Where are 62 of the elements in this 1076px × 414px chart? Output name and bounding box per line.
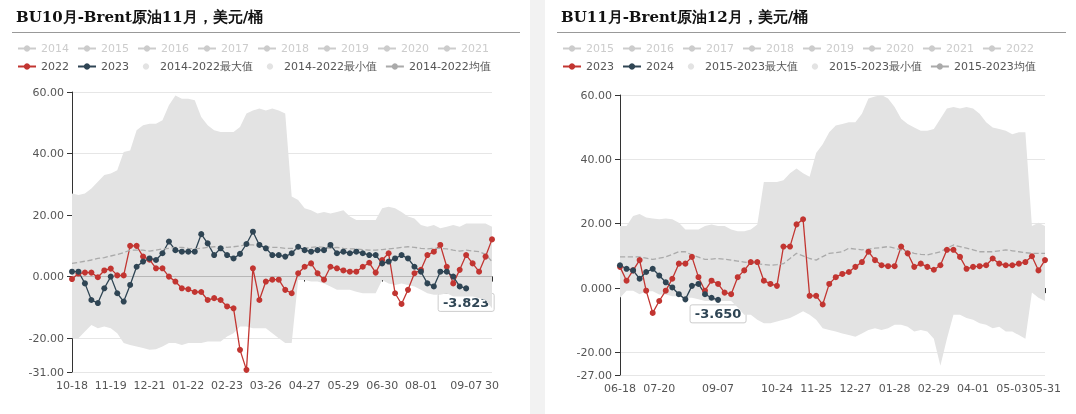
x-tick-label: 08-01 — [404, 379, 437, 392]
y-tick-label: 40.00 — [580, 152, 612, 166]
x-tick-label: 04-01 — [957, 382, 990, 395]
legend-label: 2015-2023最小值 — [828, 60, 922, 73]
x-tick-label: 05-29 — [327, 379, 360, 392]
legend-label: 2014-2022最小值 — [283, 60, 377, 73]
x-tick-label: 12-27 — [839, 382, 872, 395]
x-tick-label: 12-21 — [133, 379, 166, 392]
legend-label: 2023 — [100, 60, 129, 73]
y-tick-label: -27.00 — [576, 368, 612, 382]
y-tick-label: 40.00 — [32, 147, 64, 161]
x-tick-label: 10-24 — [760, 382, 793, 395]
point — [636, 275, 643, 282]
point — [682, 296, 689, 303]
point — [643, 269, 650, 276]
x-tick-label: 09-07 — [702, 382, 735, 395]
point — [708, 294, 715, 301]
x-tick-label: 10-18 — [56, 379, 88, 392]
x-tick-label: 01-28 — [878, 382, 911, 395]
legend-label: 2023 — [586, 60, 614, 73]
chart-title: BU11月-Brent原油12月，美元/桶 — [557, 8, 1066, 33]
line-series — [619, 244, 1046, 266]
y-tick-label: 0.000 — [580, 281, 612, 295]
x-tick-label: 05-31 — [1029, 382, 1061, 395]
point — [715, 296, 722, 303]
x-tick-label: 05-03 — [996, 382, 1029, 395]
x-tick-label: 11-19 — [94, 379, 127, 392]
legend-label: 2022 — [41, 60, 69, 73]
y-tick-label: 60.00 — [32, 85, 64, 99]
x-tick-label: 06-30 — [366, 379, 399, 392]
point — [702, 291, 708, 298]
annotation: -3.650 — [694, 306, 742, 322]
point — [656, 272, 663, 279]
y-tick-label: 0.000 — [32, 270, 64, 284]
x-tick-label: 04-27 — [288, 379, 321, 392]
point — [662, 279, 669, 286]
point — [688, 282, 695, 289]
y-tick-label: 20.00 — [32, 208, 64, 222]
chart-title: BU10月-Brent原油11月，美元/桶 — [12, 8, 520, 33]
x-tick-label: 02-23 — [211, 379, 244, 392]
point — [695, 280, 702, 287]
x-tick-label: 11-25 — [800, 382, 833, 395]
x-tick-label: 03-26 — [249, 379, 282, 392]
legend-label: 2015-2023最大值 — [704, 60, 798, 73]
x-tick-label: 06-18 — [604, 382, 636, 395]
y-tick-label: -20.00 — [576, 345, 612, 359]
point — [649, 265, 656, 272]
x-tick-label: 02-29 — [917, 382, 950, 395]
x-tick-label: 07-20 — [643, 382, 676, 395]
y-tick-label: -31.00 — [28, 365, 64, 379]
y-tick-label: -20.00 — [28, 331, 64, 345]
legend-label: 2024 — [645, 60, 674, 73]
x-tick-label: 30 — [485, 379, 499, 392]
legend-label: 2014-2022均值 — [408, 60, 491, 73]
legend-label: 2014-2022最大值 — [159, 60, 253, 73]
y-tick-label: 20.00 — [580, 217, 612, 231]
y-tick-label: 60.00 — [580, 88, 612, 102]
point — [675, 291, 682, 298]
x-tick-label: 09-07 — [450, 379, 483, 392]
x-tick-label: 01-22 — [172, 379, 205, 392]
point — [623, 265, 630, 272]
legend-label: 2015-2023均值 — [953, 60, 1036, 73]
